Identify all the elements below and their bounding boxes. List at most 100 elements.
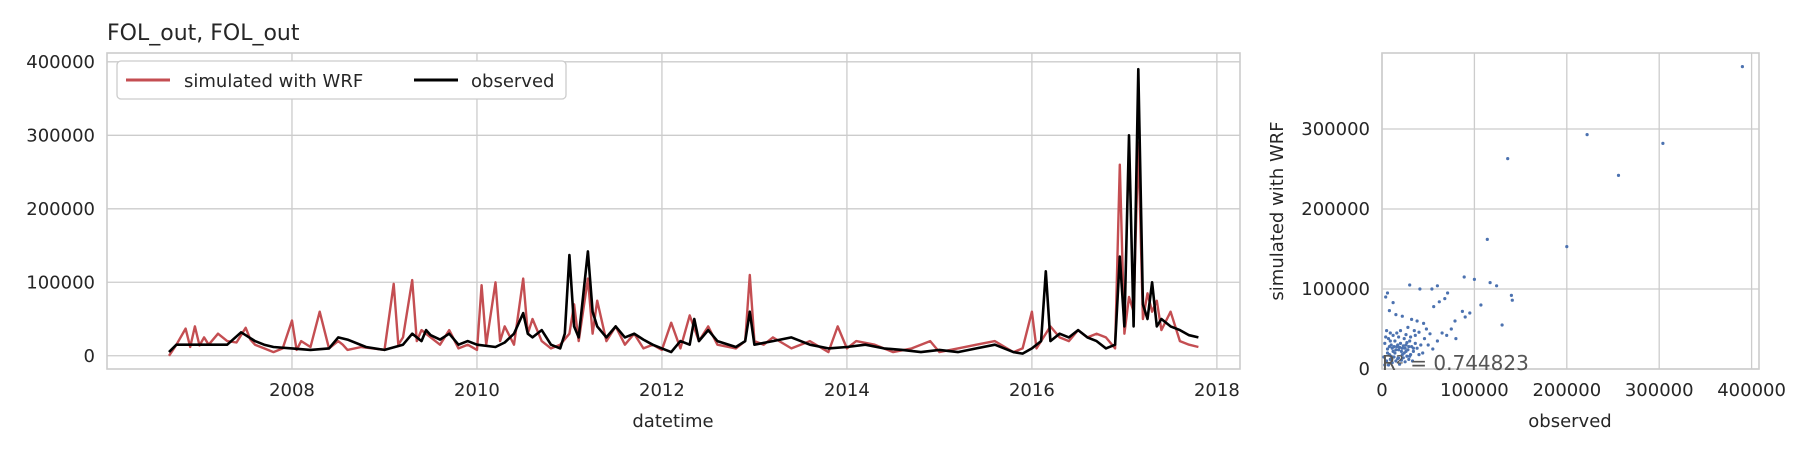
- scatter-point: [1406, 325, 1410, 329]
- scatter-point: [1616, 173, 1621, 177]
- scatter-point: [1411, 346, 1415, 350]
- scatter-point: [1740, 65, 1744, 69]
- scatter-point: [1395, 331, 1399, 335]
- scatter-point: [1495, 284, 1499, 288]
- scatter-point: [1397, 348, 1401, 352]
- scatter-point: [1393, 351, 1397, 355]
- scatter-point: [1460, 309, 1464, 313]
- scatter-point: [1394, 359, 1398, 363]
- scatter-point: [1384, 295, 1388, 299]
- x-axis-label: datetime: [632, 411, 713, 432]
- line-chart: FOL_out, FOL_out 0 100000 200000 300000 4000…: [26, 21, 1241, 432]
- legend-box: [116, 60, 567, 100]
- scatter-point: [1479, 303, 1483, 307]
- scatter-point: [1384, 335, 1388, 339]
- scatter-point: [1419, 343, 1423, 347]
- scatter-chart-frame: [1381, 52, 1760, 370]
- scatter-point: [1397, 356, 1401, 360]
- x-tick-label: 2016: [1009, 380, 1055, 401]
- scatter-point: [1396, 343, 1400, 347]
- scatter-point: [1385, 291, 1390, 295]
- scatter-point: [1391, 333, 1395, 337]
- scatter-point: [1422, 321, 1426, 325]
- scatter-x-tick-label: 200000: [1532, 380, 1601, 401]
- scatter-point: [1408, 283, 1412, 287]
- scatter-point: [1386, 363, 1391, 367]
- scatter-point: [1408, 339, 1412, 343]
- scatter-point: [1394, 348, 1398, 352]
- scatter-point: [1407, 345, 1411, 349]
- scatter-point: [1387, 345, 1391, 349]
- scatter-point: [1401, 344, 1405, 348]
- scatter-y-tick-label: 100000: [1301, 279, 1370, 300]
- scatter-point: [1661, 141, 1665, 145]
- scatter-point: [1400, 353, 1404, 357]
- scatter-chart-x-ticks: 0 100000 200000 300000 400000: [1376, 380, 1786, 401]
- scatter-x-tick-label: 100000: [1440, 380, 1509, 401]
- scatter-point: [1415, 319, 1419, 323]
- scatter-point: [1472, 277, 1476, 281]
- scatter-point: [1422, 337, 1427, 341]
- scatter-point: [1390, 361, 1394, 365]
- x-tick-label: 2010: [454, 380, 500, 401]
- scatter-point: [1463, 315, 1467, 319]
- line-chart-x-ticks: 2008 2010 2012 2014 2016 2018: [269, 380, 1240, 401]
- scatter-point: [1398, 362, 1402, 366]
- scatter-x-axis-label: observed: [1528, 411, 1611, 432]
- scatter-point: [1385, 359, 1389, 363]
- scatter-y-axis-label: simulated with WRF: [1267, 121, 1288, 300]
- scatter-point: [1398, 329, 1403, 333]
- scatter-point: [1383, 341, 1387, 345]
- scatter-chart: 0 100000 200000 300000 0 100000 200000 300000 4…: [1267, 52, 1786, 432]
- legend: simulated with WRF observed: [116, 60, 567, 100]
- x-tick-label: 2012: [639, 380, 685, 401]
- series-line-observed: [168, 67, 1199, 355]
- scatter-point: [1410, 317, 1414, 321]
- scatter-point: [1383, 363, 1387, 367]
- scatter-point: [1449, 327, 1453, 331]
- scatter-points: [1382, 65, 1744, 367]
- scatter-point: [1392, 345, 1396, 349]
- scatter-point: [1485, 237, 1489, 241]
- y-tick-label: 200000: [26, 199, 95, 220]
- scatter-chart-y-ticks: 0 100000 200000 300000: [1301, 119, 1370, 380]
- line-chart-series: [168, 67, 1199, 357]
- scatter-x-tick-label: 400000: [1717, 380, 1786, 401]
- scatter-point: [1393, 339, 1397, 343]
- r-squared-annotation: R² = 0.744823: [1382, 351, 1529, 375]
- scatter-point: [1418, 287, 1422, 291]
- scatter-point: [1453, 319, 1457, 323]
- scatter-point: [1424, 327, 1428, 331]
- scatter-point: [1565, 245, 1569, 249]
- scatter-point: [1385, 347, 1390, 351]
- scatter-point: [1506, 157, 1510, 161]
- scatter-point: [1407, 357, 1411, 361]
- scatter-point: [1397, 335, 1401, 339]
- x-tick-label: 2014: [824, 380, 870, 401]
- scatter-point: [1431, 347, 1435, 351]
- scatter-point: [1445, 333, 1449, 337]
- legend-label-observed: observed: [471, 71, 554, 92]
- scatter-x-tick-label: 300000: [1625, 380, 1694, 401]
- line-chart-grid: [107, 53, 1240, 369]
- scatter-point: [1435, 284, 1439, 288]
- scatter-point: [1462, 275, 1466, 279]
- line-chart-frame: [106, 52, 1241, 370]
- scatter-point: [1410, 359, 1415, 363]
- scatter-point: [1404, 349, 1408, 353]
- scatter-point: [1468, 311, 1472, 315]
- scatter-point: [1388, 339, 1392, 343]
- scatter-point: [1411, 349, 1415, 353]
- scatter-point: [1400, 314, 1404, 318]
- scatter-point: [1399, 349, 1403, 353]
- scatter-point: [1413, 341, 1417, 345]
- scatter-point: [1435, 339, 1439, 343]
- scatter-point: [1426, 343, 1430, 347]
- scatter-point: [1415, 346, 1419, 350]
- scatter-point: [1413, 333, 1417, 337]
- scatter-point: [1417, 330, 1421, 334]
- scatter-point: [1417, 353, 1421, 357]
- scatter-point: [1440, 331, 1444, 335]
- scatter-point: [1446, 291, 1450, 295]
